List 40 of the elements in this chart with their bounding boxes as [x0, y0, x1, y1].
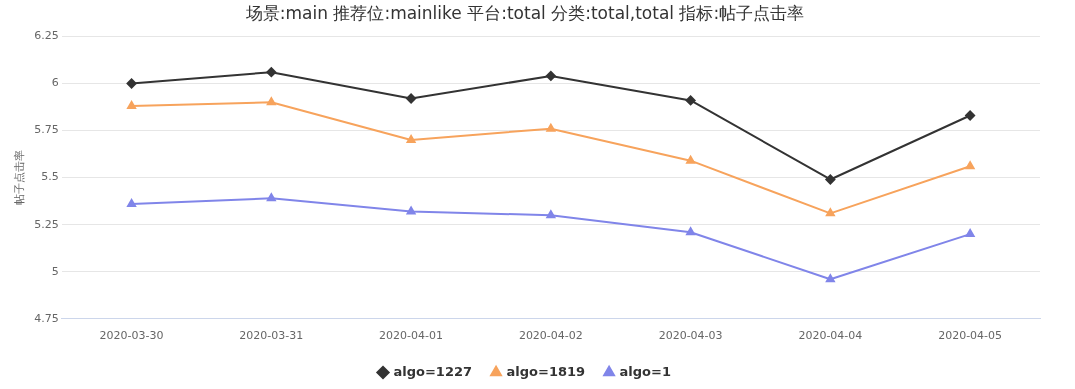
- point: [406, 134, 416, 143]
- point: [685, 95, 696, 106]
- point: [546, 210, 556, 219]
- x-tick-label: 2020-03-31: [239, 329, 304, 343]
- x-tick-label: 2020-04-05: [938, 329, 1003, 343]
- y-tick-label: 5.25: [34, 217, 59, 231]
- x-tick-label: 2020-04-01: [379, 329, 444, 343]
- x-tick-label: 2020-04-02: [518, 329, 583, 343]
- point: [406, 206, 416, 215]
- legend-label: algo=1: [619, 363, 671, 379]
- point: [686, 155, 696, 164]
- y-axis-title: 帖子点击率: [13, 150, 27, 206]
- point: [266, 193, 276, 202]
- point: [126, 78, 137, 89]
- y-tick-label: 5.75: [34, 123, 59, 137]
- y-tick-label: 5: [51, 264, 59, 278]
- y-tick-label: 6: [51, 76, 59, 90]
- point: [127, 101, 137, 110]
- point: [266, 97, 276, 106]
- x-tick-label: 2020-04-04: [798, 329, 863, 343]
- y-tick-label: 4.75: [34, 311, 59, 325]
- point: [965, 110, 976, 121]
- legend-label: algo=1227: [393, 363, 473, 379]
- point: [266, 67, 277, 78]
- point: [686, 227, 696, 236]
- x-tick-label: 2020-03-30: [99, 329, 164, 343]
- chart-title: 场景:main 推荐位:mainlike 平台:total 分类:total,total 指标:帖子点击率: [244, 2, 805, 23]
- point: [825, 208, 835, 217]
- x-tick-label: 2020-04-03: [658, 329, 723, 343]
- point: [546, 123, 556, 132]
- y-tick-label: 5.5: [41, 170, 59, 184]
- point: [545, 70, 556, 81]
- point: [406, 93, 417, 104]
- y-tick-label: 6.25: [34, 29, 59, 43]
- point: [825, 274, 835, 283]
- point: [965, 161, 975, 170]
- legend-label: algo=1819: [506, 363, 586, 379]
- point: [965, 229, 975, 238]
- point: [127, 198, 137, 207]
- point: [825, 174, 836, 185]
